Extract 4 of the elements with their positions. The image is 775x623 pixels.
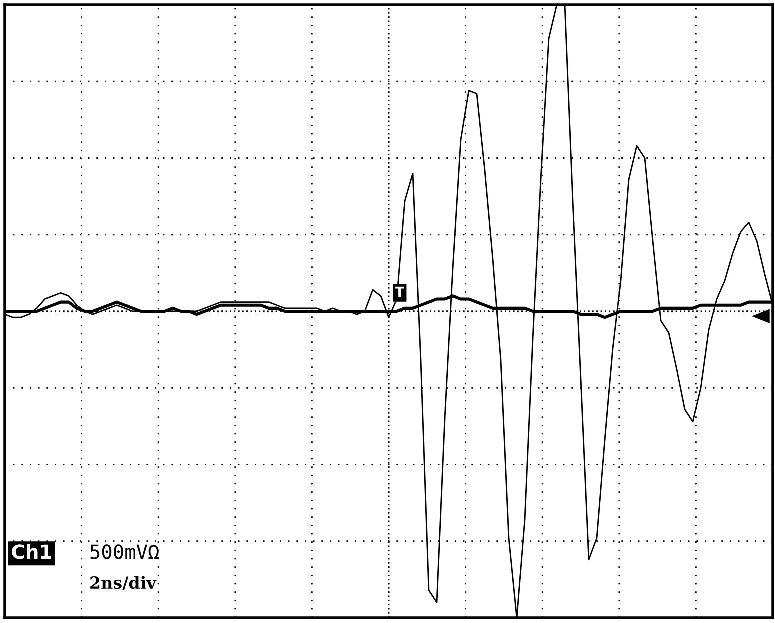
annotation: T [395,286,405,297]
annotation: 500mVΩ [90,544,160,560]
annotation: Ch1 [12,544,52,560]
annotation: 2ns/div [90,576,157,590]
